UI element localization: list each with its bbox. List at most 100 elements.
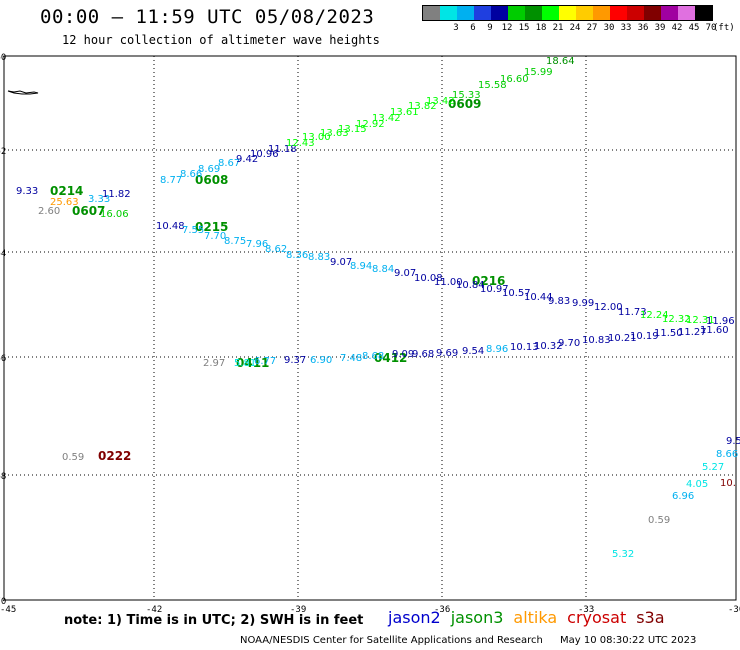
color-scale-tick: 3 (453, 23, 459, 33)
color-scale-tick: 27 (586, 23, 598, 33)
wave-height-value: 10.21 (608, 333, 637, 344)
wave-height-value: 8.83 (308, 252, 330, 263)
footer-credit: NOAA/NESDIS Center for Satellite Applica… (240, 635, 543, 646)
wave-height-value: 2.97 (203, 358, 225, 369)
wave-height-value: 11.60 (700, 325, 729, 336)
wave-height-value: 2.60 (38, 206, 60, 217)
wave-height-value: 7.48 (340, 353, 362, 364)
wave-height-value: 13.15 (338, 124, 367, 135)
color-scale-swatch (644, 6, 661, 20)
wave-height-value: 5.32 (612, 549, 634, 560)
island-outline (7, 90, 39, 95)
wave-height-value: 7.96 (246, 239, 268, 250)
wave-height-value: 15.33 (452, 90, 481, 101)
wave-height-value: 8.96 (486, 344, 508, 355)
wave-height-value: 12.00 (594, 302, 623, 313)
color-scale-swatch (440, 6, 457, 20)
wave-height-value: 8.84 (372, 264, 394, 275)
wave-height-value: 8.67 (218, 158, 240, 169)
wave-height-value: 10.84 (456, 280, 485, 291)
wave-height-value: 18.64 (546, 56, 575, 67)
wave-height-value: 12.24 (640, 310, 669, 321)
wave-height-value: 10.97 (480, 284, 509, 295)
color-scale-swatch (542, 6, 559, 20)
satellite-legend-item: jason2 (388, 608, 441, 627)
color-scale-swatch (457, 6, 474, 20)
wave-height-value: 10.08 (414, 273, 443, 284)
pass-label: 0608 (195, 173, 228, 187)
wave-height-map: -45 -42 -39 -36 -33 -30 -60 -62 -64 -66 -68 -70 0214… (0, 50, 740, 616)
footer: NOAA/NESDIS Center for Satellite Applica… (240, 635, 696, 646)
color-scale-tick: 42 (671, 23, 683, 33)
wave-height-value: 8.75 (224, 236, 246, 247)
wave-height-value: 11.96 (706, 316, 735, 327)
color-scale-tick: 9 (487, 23, 493, 33)
wave-height-value: 10.44 (524, 292, 553, 303)
map-frame (3, 55, 737, 601)
color-scale-swatch (508, 6, 525, 20)
longitude-tick: -42 (146, 605, 162, 612)
pass-label: 0609 (448, 97, 481, 111)
wave-height-value: 8.69 (198, 164, 220, 175)
color-scale-swatch (610, 6, 627, 20)
wave-height-value: 11.18 (268, 144, 297, 155)
latitude-tick: -68 (0, 472, 6, 482)
wave-height-value: 12.32 (662, 314, 691, 325)
pass-label: 0214 (50, 184, 83, 198)
wave-height-value: 10.83 (582, 335, 611, 346)
wave-height-value: 9.54 (462, 346, 484, 357)
wave-height-value: 11.27 (678, 327, 707, 338)
color-scale-tick: 70 (705, 23, 717, 33)
wave-height-value: 16.06 (100, 209, 129, 220)
wave-height-value: 11.82 (102, 189, 131, 200)
color-scale-swatch (661, 6, 678, 20)
color-scale-tick: 24 (569, 23, 581, 33)
satellite-legend-item: altika (513, 608, 558, 627)
wave-height-value: 7.55 (182, 225, 204, 236)
latitude-tick: -66 (0, 354, 6, 364)
map-title: 00:00 – 11:59 UTC 05/08/2023 (40, 6, 375, 28)
units-note: note: 1) Time is in UTC; 2) SWH is in fe… (64, 613, 364, 628)
wave-height-value: 25.63 (50, 197, 79, 208)
color-scale-tick: 6 (470, 23, 476, 33)
wave-height-value: 9.42 (236, 154, 258, 165)
wave-height-value: 8.77 (160, 175, 182, 186)
wave-height-value: 9.5 (726, 436, 740, 447)
wave-height-value: 10.32 (534, 341, 563, 352)
color-scale-swatch (474, 6, 491, 20)
color-scale-swatch (593, 6, 610, 20)
satellite-legend-item: jason3 (450, 608, 504, 627)
wave-height-value: 9.68 (412, 349, 434, 360)
wave-height-value: 10. (720, 478, 736, 489)
wave-height-value: 11.73 (618, 307, 647, 318)
color-scale-swatch (576, 6, 593, 20)
wave-height-value: 9.33 (16, 186, 38, 197)
color-scale-legend: 3 6 9 12 15 18 21 24 27 30 33 36 39 42 45 70 (ft) (422, 5, 735, 35)
footer-timestamp: May 10 08:30:22 UTC 2023 (560, 635, 697, 646)
longitude-tick: -36 (434, 605, 450, 612)
wave-height-value: 12.43 (286, 138, 315, 149)
pass-label: 0607 (72, 204, 105, 218)
color-scale-tick: 15 (518, 23, 530, 33)
color-scale-tick: 45 (688, 23, 700, 33)
latitude-tick: -60 (0, 53, 6, 63)
wave-height-value: 10.13 (510, 342, 539, 353)
wave-height-value: 13.63 (320, 128, 349, 139)
satellite-legend-item: cryosat (567, 608, 627, 627)
wave-height-value: 9.07 (394, 268, 416, 279)
pass-label: 0222 (98, 449, 131, 463)
wave-height-value: 10.19 (630, 331, 659, 342)
color-scale-swatch (695, 6, 712, 20)
color-scale-swatches (422, 5, 713, 21)
wave-height-value: 0.59 (62, 452, 84, 463)
wave-height-value: 0.59 (648, 515, 670, 526)
longitude-tick: -33 (578, 605, 594, 612)
wave-height-value: 13.42 (426, 96, 455, 107)
wave-height-value: 5.27 (702, 462, 724, 473)
wave-height-value: 6.90 (310, 355, 332, 366)
map-subtitle: 12 hour collection of altimeter wave hei… (62, 33, 380, 47)
satellite-legend: jason2 jason3 altika cryosat s3a (388, 608, 675, 627)
longitude-tick: -45 (0, 605, 16, 612)
wave-height-value: 4.05 (686, 479, 708, 490)
wave-height-value: 5.81 (234, 358, 256, 369)
